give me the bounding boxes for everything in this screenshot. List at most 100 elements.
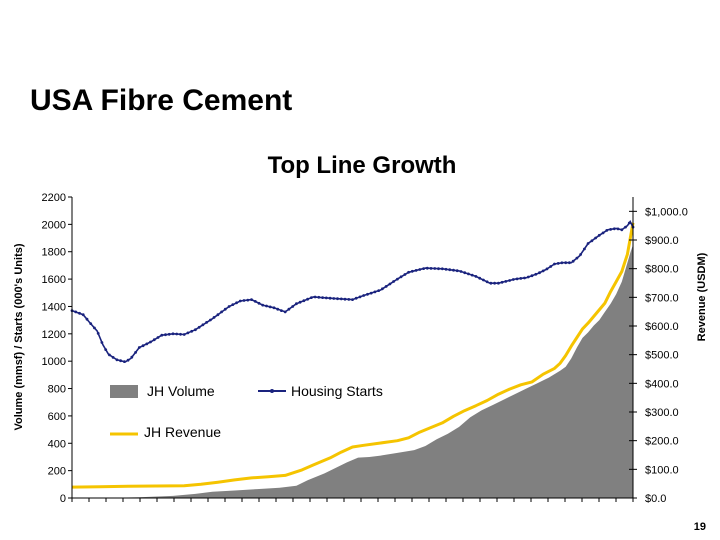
series-starts-marker <box>134 351 138 354</box>
series-starts-marker <box>235 301 239 305</box>
series-starts-marker <box>317 295 321 299</box>
series-starts-marker <box>227 305 231 308</box>
series-starts-marker <box>115 358 119 362</box>
y-left-tick-label: 600 <box>48 411 66 423</box>
series-starts-marker <box>422 267 425 270</box>
series-starts-marker <box>100 341 104 344</box>
series-starts-marker <box>571 259 575 263</box>
series-starts-marker <box>276 307 280 311</box>
y-left-tick-label: 1400 <box>42 301 66 313</box>
series-starts-marker <box>182 333 186 336</box>
y-right-tick-label: $0.0 <box>645 493 666 505</box>
series-starts-marker <box>396 277 399 281</box>
series-starts-marker <box>504 280 508 283</box>
series-starts-marker <box>612 227 616 231</box>
series-starts-marker <box>171 332 175 336</box>
series-starts-marker <box>388 282 392 286</box>
y-left-tick-label: 200 <box>48 466 66 478</box>
series-starts-marker <box>381 287 384 291</box>
series-starts-marker <box>392 280 395 283</box>
series-starts-marker <box>384 285 388 288</box>
series-starts-marker <box>123 360 126 363</box>
series-starts-marker <box>212 316 216 319</box>
series-starts-marker <box>223 307 227 311</box>
series-starts-marker <box>96 332 100 335</box>
series-starts-marker <box>339 297 343 301</box>
series-starts-marker <box>302 299 306 303</box>
series-starts-marker <box>149 340 152 344</box>
series-starts-marker <box>351 298 354 301</box>
series-starts-marker <box>553 262 556 266</box>
series-starts-marker <box>508 279 511 282</box>
series-starts-marker <box>265 304 268 308</box>
series-starts-marker <box>242 299 246 302</box>
series-starts-marker <box>336 297 339 301</box>
series-starts-marker <box>575 256 579 260</box>
y-left-tick-label: 2200 <box>42 192 66 204</box>
series-starts-marker <box>433 267 437 270</box>
series-starts-marker <box>579 253 582 256</box>
series-starts-marker <box>328 296 332 300</box>
series-starts-marker <box>209 318 212 322</box>
series-starts-marker <box>104 348 108 351</box>
y-right-tick-label: $100.0 <box>645 464 679 476</box>
series-starts-marker <box>560 261 564 265</box>
y-right-tick-label: $900.0 <box>645 235 679 247</box>
series-starts-marker <box>556 262 560 265</box>
series-starts-marker <box>564 261 568 265</box>
legend-marker-starts <box>270 389 274 393</box>
series-starts-marker <box>530 274 534 278</box>
page-number: 19 <box>693 521 706 533</box>
series-starts-marker <box>179 332 182 336</box>
series-starts-marker <box>448 268 452 272</box>
y-axis-right-label: Revenue (USDM) <box>696 252 708 341</box>
series-starts-marker <box>609 228 612 231</box>
y-left-tick-label: 800 <box>48 384 66 396</box>
series-starts-marker <box>605 229 609 232</box>
y-left-tick-label: 2000 <box>42 219 66 231</box>
series-starts-marker <box>321 296 324 299</box>
series-starts-marker <box>627 221 631 225</box>
series-starts-marker <box>280 309 283 312</box>
y-left-tick-label: 0 <box>60 493 66 505</box>
series-starts-marker <box>538 271 541 275</box>
series-starts-marker <box>343 297 347 301</box>
series-starts-marker <box>418 268 422 271</box>
series-starts-marker <box>85 317 89 321</box>
series-starts-marker <box>594 236 597 240</box>
series-starts-marker <box>152 338 156 342</box>
series-starts-marker <box>620 228 624 232</box>
y-right-tick-label: $600.0 <box>645 321 679 333</box>
series-starts-marker <box>470 273 474 277</box>
series-starts-marker <box>541 269 545 273</box>
series-starts-marker <box>268 305 272 309</box>
series-starts-marker <box>298 300 302 304</box>
series-starts-marker <box>474 275 478 278</box>
series-starts-marker <box>526 275 530 279</box>
y-right-tick-label: $500.0 <box>645 350 679 362</box>
series-starts-marker <box>534 272 538 276</box>
series-starts-marker <box>324 296 328 300</box>
series-starts-marker <box>500 280 504 284</box>
series-starts-marker <box>399 275 403 279</box>
series-starts-marker <box>463 271 467 275</box>
series-starts-marker <box>455 269 459 273</box>
series-starts-marker <box>347 298 351 301</box>
series-starts-marker <box>201 323 205 327</box>
series-starts-marker <box>78 311 81 315</box>
series-starts-marker <box>167 332 171 336</box>
series-starts-marker <box>478 276 482 280</box>
y-left-tick-label: 1000 <box>42 356 66 368</box>
series-starts-marker <box>373 290 377 294</box>
y-right-tick-label: $700.0 <box>645 292 679 304</box>
series-starts-marker <box>250 298 253 301</box>
series-starts-marker <box>377 289 381 292</box>
series-starts-marker <box>160 333 164 337</box>
series-starts-marker <box>549 265 553 268</box>
series-starts-marker <box>246 298 250 302</box>
y-right-tick-label: $1,000.0 <box>645 206 688 218</box>
series-starts-marker <box>108 353 111 357</box>
chart-title: Top Line Growth <box>268 152 457 179</box>
y-right-tick-label: $800.0 <box>645 264 679 276</box>
series-starts-marker <box>194 328 197 332</box>
